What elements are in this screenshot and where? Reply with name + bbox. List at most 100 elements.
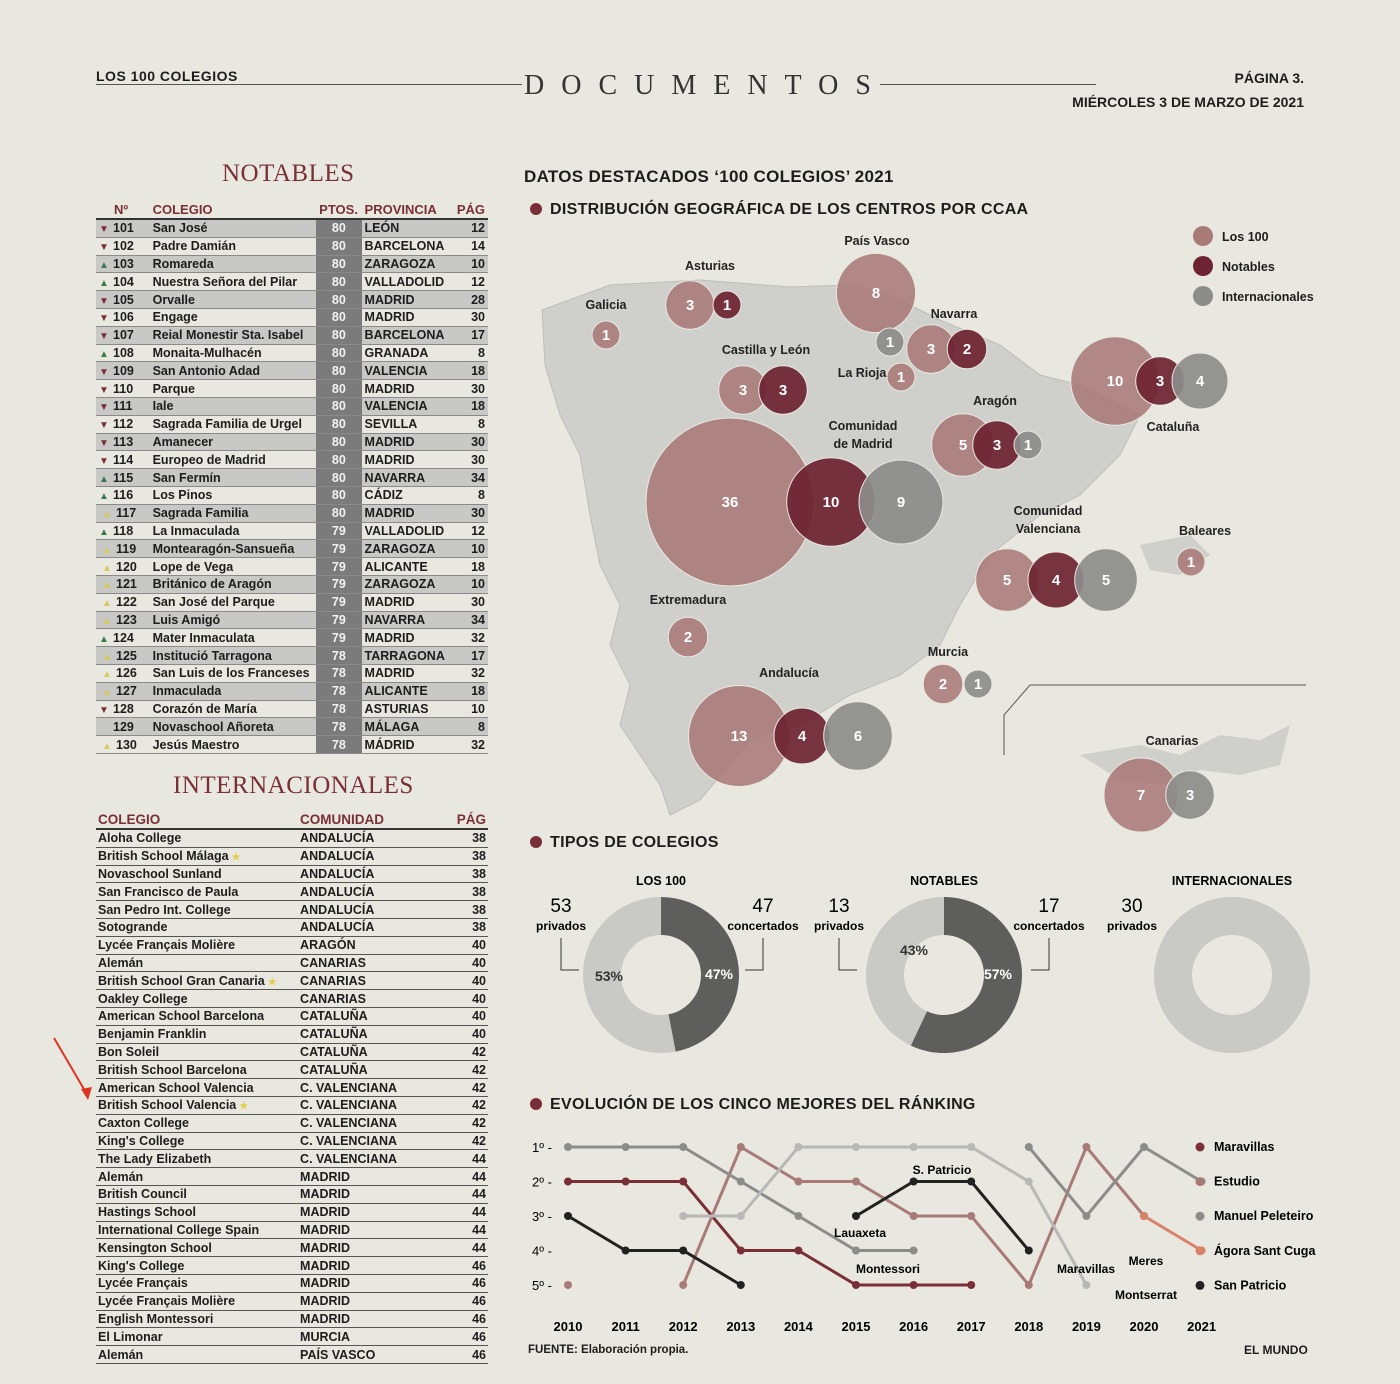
colegio-cell: San José bbox=[149, 219, 317, 238]
data-point bbox=[564, 1212, 572, 1220]
rank-cell: ▲ 116 bbox=[96, 486, 150, 505]
notables-value: 4 bbox=[798, 728, 807, 745]
pts-cell: 79 bbox=[316, 522, 362, 541]
notables-value: 4 bbox=[1052, 572, 1061, 589]
map-legend: Los 100 Notables Internacionales bbox=[1193, 222, 1314, 312]
table-row: San Pedro Int. College ANDALUCÍA 38 bbox=[96, 900, 488, 919]
region-label: Comunidad bbox=[829, 419, 898, 433]
data-point bbox=[621, 1177, 630, 1186]
page-info: PÁGINA 3. MIÉRCOLES 3 DE MARZO DE 2021 bbox=[1072, 66, 1304, 114]
rank-cell: ▲ 119 bbox=[96, 539, 150, 559]
internacionales-title: INTERNACIONALES bbox=[173, 772, 414, 799]
concertados-count: 47 bbox=[752, 896, 773, 917]
provincia-cell: MADRID bbox=[361, 450, 454, 470]
data-point bbox=[852, 1212, 860, 1220]
pts-cell: 80 bbox=[316, 344, 362, 363]
donut-notables: NOTABLES 43% 57% 13 privados 17 concertados bbox=[814, 874, 1085, 1053]
provincia-cell: ZARAGOZA bbox=[361, 255, 454, 274]
region-baleares: 1 Baleares bbox=[1176, 524, 1231, 577]
pts-cell: 80 bbox=[316, 486, 362, 505]
privados-leader bbox=[560, 938, 579, 971]
pts-cell: 79 bbox=[316, 557, 362, 576]
provincia-cell: VALLADOLID bbox=[361, 272, 454, 292]
pag-cell: 40 bbox=[443, 954, 488, 973]
pag-cell: 44 bbox=[443, 1238, 488, 1258]
page-number: PÁGINA 3. bbox=[1234, 70, 1305, 86]
header-rule-left bbox=[96, 84, 522, 85]
los100-bubble bbox=[591, 320, 621, 350]
table-row: Alemán CANARIAS 40 bbox=[96, 954, 488, 973]
intl-table-wrap: COLEGIO COMUNIDAD PÁG Aloha College ANDAL… bbox=[96, 810, 488, 1364]
los100-bubble bbox=[922, 663, 964, 705]
rank-cell: ▲ 117 bbox=[96, 504, 150, 523]
pag-cell: 46 bbox=[443, 1310, 488, 1329]
comunidad-cell: CATALUÑA bbox=[298, 1025, 444, 1044]
provincia-cell: LEÓN bbox=[361, 219, 454, 238]
region-andalucía: 13 4 6 Andalucía bbox=[688, 666, 893, 787]
data-point bbox=[1024, 1177, 1033, 1186]
pag-cell: 28 bbox=[453, 290, 488, 309]
colegio-cell: British School Gran Canaria ★ bbox=[96, 971, 299, 991]
pag-cell: 17 bbox=[453, 326, 488, 345]
colegio-cell: Lycée Français Molière bbox=[96, 1292, 299, 1311]
los100-value: 3 bbox=[686, 297, 694, 314]
privados-pct: 53% bbox=[595, 968, 624, 984]
notables-swatch-icon bbox=[1193, 256, 1213, 276]
comunidad-cell: C. VALENCIANA bbox=[298, 1096, 444, 1115]
los100-bubble bbox=[835, 252, 917, 334]
pts-cell: 79 bbox=[316, 539, 362, 559]
pts-cell: 80 bbox=[316, 504, 362, 523]
rank-cell: ▲ 118 bbox=[96, 522, 150, 541]
pag-cell: 46 bbox=[443, 1345, 488, 1364]
comunidad-cell: ANDALUCÍA bbox=[298, 882, 444, 902]
comunidad-cell: ANDALUCÍA bbox=[298, 918, 444, 937]
y-tick-label: 4º - bbox=[532, 1244, 552, 1259]
arrow-annotation-icon bbox=[53, 1037, 92, 1100]
intl-bubble bbox=[875, 327, 905, 357]
colegio-cell: Oakley College bbox=[96, 989, 299, 1008]
table-row: ▲ 118 La Inmaculada 79 VALLADOLID 12 bbox=[96, 522, 488, 541]
privados-count: 30 bbox=[1121, 896, 1142, 917]
pts-cell: 80 bbox=[316, 255, 362, 274]
rank-cell: ▼ 111 bbox=[96, 397, 150, 416]
pag-cell: 42 bbox=[443, 1096, 488, 1115]
series-line bbox=[1143, 1214, 1203, 1252]
trend-down-icon: ▼ bbox=[99, 402, 109, 414]
table-row: ▲ 116 Los Pinos 80 CÁDIZ 8 bbox=[96, 486, 488, 505]
trend-new-icon: ▲ bbox=[102, 687, 112, 699]
provincia-cell: MÁLAGA bbox=[361, 717, 454, 737]
annotation-label: Meres bbox=[1129, 1254, 1164, 1268]
colegio-cell: Caxton College bbox=[96, 1114, 299, 1133]
los100-value: 1 bbox=[1187, 554, 1195, 571]
star-icon: ★ bbox=[239, 1101, 249, 1113]
los100-value: 7 bbox=[1137, 787, 1145, 804]
intl-bubble bbox=[858, 459, 944, 545]
intl-swatch-icon bbox=[1193, 286, 1213, 306]
privados-leader bbox=[838, 938, 857, 971]
pag-cell: 38 bbox=[443, 882, 488, 902]
series-maravillas bbox=[564, 1177, 976, 1289]
region-label: Cataluña bbox=[1147, 420, 1201, 434]
pag-cell: 12 bbox=[453, 522, 488, 541]
table-row: Caxton College C. VALENCIANA 42 bbox=[96, 1114, 488, 1133]
comunidad-cell: MADRID bbox=[298, 1256, 444, 1275]
privados-slice bbox=[583, 897, 676, 1053]
pag-cell: 46 bbox=[443, 1256, 488, 1275]
datos-title: DATOS DESTACADOS ‘100 COLEGIOS’ 2021 bbox=[524, 167, 894, 186]
intl-value: 4 bbox=[1196, 373, 1205, 390]
concertados-pct: 47% bbox=[705, 966, 734, 982]
pag-cell: 46 bbox=[443, 1327, 488, 1347]
region-la-rioja: 1 La Rioja bbox=[838, 362, 916, 392]
colegio-cell: Los Pinos bbox=[149, 486, 317, 505]
bullet-icon bbox=[530, 836, 542, 848]
data-point bbox=[736, 1143, 745, 1151]
colegio-cell: Reial Monestir Sta. Isabel bbox=[149, 326, 317, 345]
pts-cell: 79 bbox=[316, 593, 362, 612]
pag-cell: 46 bbox=[443, 1292, 488, 1311]
table-row: ▲ 124 Mater Inmaculata 79 MADRID 32 bbox=[96, 628, 488, 648]
pag-cell: 44 bbox=[443, 1149, 488, 1169]
region-label: Galicia bbox=[586, 298, 628, 312]
los100-value: 3 bbox=[739, 382, 747, 399]
colegio-cell: Hastings School bbox=[96, 1203, 299, 1222]
